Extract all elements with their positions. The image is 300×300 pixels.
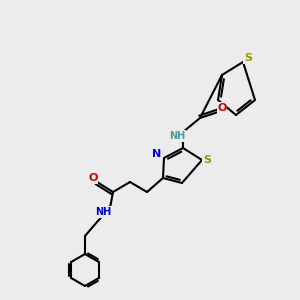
Text: NH: NH <box>95 207 111 217</box>
Text: O: O <box>217 103 227 113</box>
Text: S: S <box>203 155 211 165</box>
Text: NH: NH <box>169 131 185 141</box>
Text: N: N <box>152 149 162 159</box>
Text: O: O <box>88 173 98 183</box>
Text: S: S <box>244 53 252 63</box>
